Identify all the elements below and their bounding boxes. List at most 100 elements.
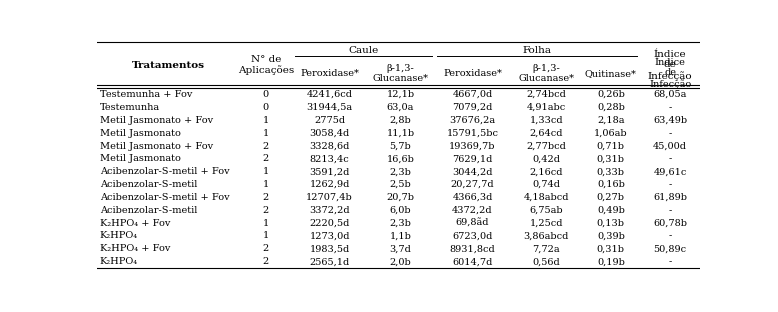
Text: 49,61c: 49,61c: [654, 167, 687, 176]
Text: -: -: [668, 103, 671, 112]
Text: 1262,9d: 1262,9d: [310, 180, 350, 189]
Text: Índice
de
Infecção: Índice de Infecção: [648, 50, 692, 80]
Text: 2,77bcd: 2,77bcd: [527, 142, 566, 150]
Text: Metil Jasmonato: Metil Jasmonato: [100, 154, 180, 163]
Text: Testemunha + Fov: Testemunha + Fov: [100, 90, 192, 99]
Text: Quitinase*: Quitinase*: [585, 69, 636, 78]
Text: 3044,2d: 3044,2d: [452, 167, 492, 176]
Text: 0,13b: 0,13b: [597, 219, 625, 228]
Text: Metil Jasmonato + Fov: Metil Jasmonato + Fov: [100, 116, 213, 125]
Text: 0,28b: 0,28b: [597, 103, 625, 112]
Text: K₂HPO₄ + Fov: K₂HPO₄ + Fov: [100, 219, 170, 228]
Text: 0,31b: 0,31b: [597, 154, 625, 163]
Text: 19369,7b: 19369,7b: [449, 142, 496, 150]
Text: 1983,5d: 1983,5d: [310, 244, 349, 253]
Text: 8213,4c: 8213,4c: [310, 154, 349, 163]
Text: 63,49b: 63,49b: [653, 116, 687, 125]
Text: 3058,4d: 3058,4d: [310, 129, 349, 138]
Text: 0,74d: 0,74d: [532, 180, 560, 189]
Text: 3372,2d: 3372,2d: [309, 206, 350, 215]
Text: K₂HPO₄: K₂HPO₄: [100, 232, 138, 241]
Text: 2: 2: [263, 154, 269, 163]
Text: 0,31b: 0,31b: [597, 244, 625, 253]
Text: 4,18abcd: 4,18abcd: [524, 193, 569, 202]
Text: 4,91abc: 4,91abc: [527, 103, 566, 112]
Text: 1,1b: 1,1b: [390, 232, 412, 241]
Text: 0,16b: 0,16b: [597, 180, 625, 189]
Text: K₂HPO₄: K₂HPO₄: [100, 257, 138, 266]
Text: 1: 1: [263, 232, 269, 241]
Text: 0,39b: 0,39b: [597, 232, 625, 241]
Text: 2: 2: [263, 193, 269, 202]
Text: 6723,0d: 6723,0d: [452, 232, 492, 241]
Text: Peroxidase*: Peroxidase*: [300, 69, 359, 78]
Text: Metil Jasmonato: Metil Jasmonato: [100, 129, 180, 138]
Text: Índice
de
Infecção: Índice de Infecção: [649, 58, 691, 89]
Text: 16,6b: 16,6b: [387, 154, 415, 163]
Text: 2: 2: [263, 142, 269, 150]
Text: Acibenzolar-S-metil: Acibenzolar-S-metil: [100, 206, 197, 215]
Text: 45,00d: 45,00d: [653, 142, 687, 150]
Text: 1: 1: [263, 219, 269, 228]
Text: 37676,2a: 37676,2a: [450, 116, 496, 125]
Text: 2,0b: 2,0b: [390, 257, 412, 266]
Text: Acibenzolar-S-metil + Fov: Acibenzolar-S-metil + Fov: [100, 193, 230, 202]
Text: 0,33b: 0,33b: [597, 167, 625, 176]
Text: Tratamentos: Tratamentos: [131, 61, 205, 70]
Text: 2,64cd: 2,64cd: [530, 129, 563, 138]
Text: -: -: [668, 154, 671, 163]
Text: 1,25cd: 1,25cd: [530, 219, 563, 228]
Text: 4372,2d: 4372,2d: [452, 206, 492, 215]
Text: -: -: [668, 232, 671, 241]
Text: 2,3b: 2,3b: [390, 167, 412, 176]
Text: 4667,0d: 4667,0d: [452, 90, 492, 99]
Text: 2565,1d: 2565,1d: [310, 257, 349, 266]
Text: -: -: [668, 180, 671, 189]
Text: 50,89c: 50,89c: [654, 244, 687, 253]
Text: 3,7d: 3,7d: [390, 244, 412, 253]
Text: 0,26b: 0,26b: [597, 90, 625, 99]
Text: Acibenzolar-S-metil: Acibenzolar-S-metil: [100, 180, 197, 189]
Text: 12,1b: 12,1b: [387, 90, 415, 99]
Text: 0: 0: [263, 90, 268, 99]
Text: 6014,7d: 6014,7d: [452, 257, 492, 266]
Text: 2,74bcd: 2,74bcd: [527, 90, 566, 99]
Text: 3,86abcd: 3,86abcd: [524, 232, 569, 241]
Text: 0: 0: [263, 103, 268, 112]
Text: 68,05a: 68,05a: [654, 90, 687, 99]
Text: 7,72a: 7,72a: [532, 244, 560, 253]
Text: 20,7b: 20,7b: [387, 193, 415, 202]
Text: 0,49b: 0,49b: [597, 206, 625, 215]
Text: β-1,3-
Glucanase*: β-1,3- Glucanase*: [373, 64, 429, 83]
Text: 3328,6d: 3328,6d: [310, 142, 350, 150]
Text: Metil Jasmonato + Fov: Metil Jasmonato + Fov: [100, 142, 213, 150]
Text: 1: 1: [263, 129, 269, 138]
Text: 2: 2: [263, 244, 269, 253]
Text: 0,27b: 0,27b: [597, 193, 625, 202]
Text: 31944,5a: 31944,5a: [307, 103, 352, 112]
Text: β-1,3-
Glucanase*: β-1,3- Glucanase*: [518, 64, 574, 83]
Text: 2,16cd: 2,16cd: [530, 167, 563, 176]
Text: Folha: Folha: [523, 46, 552, 55]
Text: Peroxidase*: Peroxidase*: [443, 69, 502, 78]
Text: 11,1b: 11,1b: [387, 129, 415, 138]
Text: 6,0b: 6,0b: [390, 206, 412, 215]
Text: 69,8ãd: 69,8ãd: [456, 219, 489, 228]
Text: 8931,8cd: 8931,8cd: [450, 244, 496, 253]
Text: 2220,5d: 2220,5d: [310, 219, 350, 228]
Text: Caule: Caule: [348, 46, 378, 55]
Text: 60,78b: 60,78b: [653, 219, 687, 228]
Text: 1: 1: [263, 116, 269, 125]
Text: 2,8b: 2,8b: [390, 116, 412, 125]
Text: 2: 2: [263, 257, 269, 266]
Text: 6,75ab: 6,75ab: [530, 206, 563, 215]
Text: K₂HPO₄ + Fov: K₂HPO₄ + Fov: [100, 244, 170, 253]
Text: 0,19b: 0,19b: [597, 257, 625, 266]
Text: -: -: [668, 257, 671, 266]
Text: 4241,6cd: 4241,6cd: [307, 90, 352, 99]
Text: 7079,2d: 7079,2d: [452, 103, 492, 112]
Text: -: -: [668, 129, 671, 138]
Text: 2,5b: 2,5b: [390, 180, 412, 189]
Text: 0,42d: 0,42d: [532, 154, 560, 163]
Text: 7629,1d: 7629,1d: [452, 154, 492, 163]
